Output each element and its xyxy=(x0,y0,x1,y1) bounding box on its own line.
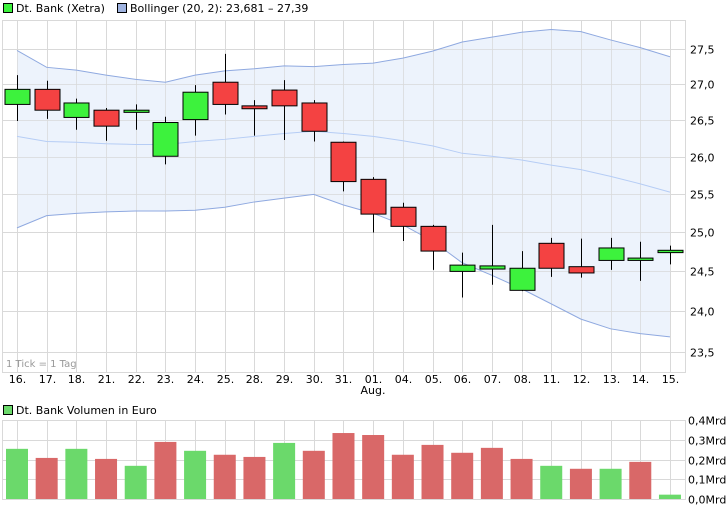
candle-body xyxy=(627,257,654,261)
candle-body xyxy=(657,249,684,254)
tick-note: 1 Tick = 1 Tag xyxy=(6,359,77,370)
price-axis-tick-label: 25,0 xyxy=(690,227,715,240)
candle-body xyxy=(390,206,417,227)
date-axis-tick-label: 06. xyxy=(454,373,472,386)
candle-body xyxy=(420,225,447,252)
candle-body xyxy=(301,102,328,132)
candle-body xyxy=(241,105,268,110)
bollinger-lower-line xyxy=(16,193,671,338)
date-axis-tick-label: 07. xyxy=(484,373,502,386)
volume-bar xyxy=(213,454,236,499)
candle-body xyxy=(449,264,476,272)
date-axis-tick-label: 22. xyxy=(128,373,146,386)
date-axis-tick-label: 12. xyxy=(573,373,591,386)
candle-body xyxy=(152,122,179,157)
date-axis-tick-label: 16. xyxy=(9,373,27,386)
candle-body xyxy=(330,141,357,183)
legend: Dt. Bank (Xetra) Bollinger (20, 2): 23,6… xyxy=(3,2,308,417)
date-axis-tick-label: 13. xyxy=(603,373,621,386)
candle-body xyxy=(63,102,90,118)
date-axis-tick-label: 29. xyxy=(276,373,294,386)
bollinger-upper-line xyxy=(16,29,671,83)
volume-bar xyxy=(480,447,503,499)
volume-bar xyxy=(184,450,207,499)
date-axis-tick-label: 08. xyxy=(514,373,532,386)
month-label: Aug. xyxy=(361,384,386,397)
date-axis-tick-label: 15. xyxy=(662,373,680,386)
volume-axis-tick-label: 0,3Mrd xyxy=(688,435,726,448)
volume-bar xyxy=(273,442,296,499)
date-axis-tick-label: 23. xyxy=(157,373,175,386)
volume-bar xyxy=(391,454,414,499)
price-plot: 23,5 24,0 24,5 25,0 25,5 26,0 26,5 27,0 27,5 16. 1… xyxy=(2,20,715,386)
candle-body xyxy=(568,266,595,274)
date-axis-tick-label: 14. xyxy=(632,373,650,386)
candle-body xyxy=(4,88,31,105)
date-axis-tick-label: 17. xyxy=(39,373,57,386)
volume-bar xyxy=(243,456,266,499)
price-axis-tick-label: 24,5 xyxy=(690,266,715,279)
volume-bar xyxy=(599,468,622,499)
volume-bar xyxy=(332,433,355,499)
date-axis-tick-label: 05. xyxy=(425,373,443,386)
date-axis-tick-label: 25. xyxy=(217,373,235,386)
volume-bar xyxy=(124,465,147,499)
volume-bar xyxy=(154,441,177,499)
volume-bar xyxy=(540,465,563,499)
volume-plot: 0,0Mrd 0,1Mrd 0,2Mrd 0,3Mrd 0,4Mrd xyxy=(2,415,726,507)
bollinger-legend-label: Bollinger (20, 2): 23,681 – 27,39 xyxy=(130,2,308,15)
candle-body xyxy=(598,247,625,261)
date-axis-tick-label: 24. xyxy=(187,373,205,386)
volume-bar xyxy=(658,494,681,499)
candle-body xyxy=(93,109,120,127)
volume-bar xyxy=(510,458,533,499)
volume-axis-tick-label: 0,1Mrd xyxy=(688,474,726,487)
volume-bar xyxy=(95,458,118,499)
date-axis-tick-label: 18. xyxy=(68,373,86,386)
candle-body xyxy=(271,89,298,107)
date-axis-tick-label: 01. xyxy=(365,373,383,386)
price-axis-tick-label: 23,5 xyxy=(690,347,715,360)
candle-body xyxy=(212,81,239,105)
candle-body xyxy=(123,109,150,113)
volume-bar xyxy=(569,468,592,499)
candle-body xyxy=(538,242,565,269)
volume-bar xyxy=(629,461,652,499)
candle-body xyxy=(360,178,387,215)
price-legend-label: Dt. Bank (Xetra) xyxy=(16,2,105,15)
bollinger-legend-swatch xyxy=(117,3,127,13)
date-axis-tick-label: 21. xyxy=(98,373,116,386)
date-axis-tick-label: 31. xyxy=(335,373,353,386)
price-axis-tick-label: 24,0 xyxy=(690,306,715,319)
volume-axis-tick-label: 0,4Mrd xyxy=(688,415,726,428)
price-axis-tick-label: 26,0 xyxy=(690,152,715,165)
candle-body xyxy=(509,267,536,291)
volume-bar xyxy=(302,450,325,499)
volume-bar xyxy=(362,435,385,499)
price-axis-tick-label: 25,5 xyxy=(690,189,715,202)
volume-bar xyxy=(451,452,474,499)
candle-body xyxy=(479,265,506,270)
bollinger-middle-line xyxy=(16,130,671,193)
price-axis-tick-label: 26,5 xyxy=(690,115,715,128)
volume-bar xyxy=(421,444,444,499)
price-legend-swatch xyxy=(3,3,13,13)
volume-legend-label: Dt. Bank Volumen in Euro xyxy=(16,404,157,417)
volume-legend-swatch xyxy=(3,405,13,415)
volume-bar xyxy=(35,457,58,499)
date-axis-tick-label: 04. xyxy=(395,373,413,386)
price-axis-tick-label: 27,5 xyxy=(690,44,715,57)
candle-body xyxy=(182,91,209,121)
date-axis-tick-label: 30. xyxy=(306,373,324,386)
date-axis-tick-label: 28. xyxy=(246,373,264,386)
date-axis-tick-label: 11. xyxy=(543,373,561,386)
price-axis-tick-label: 27,0 xyxy=(690,79,715,92)
volume-bar xyxy=(6,448,28,499)
volume-bar xyxy=(65,448,88,499)
volume-axis-tick-label: 0,2Mrd xyxy=(688,455,726,468)
volume-axis-tick-label: 0,0Mrd xyxy=(688,494,726,507)
candle-body xyxy=(34,88,61,111)
